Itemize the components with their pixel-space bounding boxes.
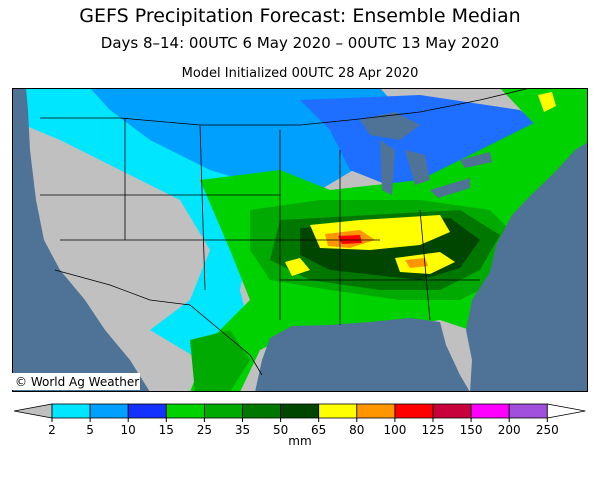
colorbar-tick-label: 65 (311, 423, 326, 437)
title: GEFS Precipitation Forecast: Ensemble Me… (79, 5, 520, 27)
colorbar-swatch (89, 403, 129, 419)
colorbar-over (546, 403, 586, 419)
colorbar-tick-label: 250 (536, 423, 559, 437)
colorbar-tick-label: 10 (121, 423, 136, 437)
colorbar-swatch (470, 403, 510, 419)
colorbar-tick-label: 25 (197, 423, 212, 437)
colorbar-swatch (432, 403, 472, 419)
colorbar-tick-label: 15 (159, 423, 174, 437)
colorbar-under (13, 403, 53, 419)
colorbar-swatch (508, 403, 548, 419)
colorbar-tick-label: 2 (48, 423, 56, 437)
colorbar-swatch (51, 403, 91, 419)
colorbar-tick-label: 80 (349, 423, 364, 437)
colorbar: 2 5 10 15 25 35 50 65 80 100 125 150 200 250 (13, 403, 586, 437)
initialized: Model Initialized 00UTC 28 Apr 2020 (182, 66, 419, 81)
credit: © World Ag Weather (15, 375, 139, 389)
colorbar-tick-label: 50 (273, 423, 288, 437)
colorbar-swatch (318, 403, 358, 419)
subtitle: Days 8–14: 00UTC 6 May 2020 – 00UTC 13 M… (101, 34, 499, 52)
colorbar-tick-label: 100 (383, 423, 406, 437)
colorbar-tick-label: 200 (498, 423, 521, 437)
colorbar-swatch (165, 403, 205, 419)
colorbar-tick-label: 125 (422, 423, 445, 437)
credit-box (12, 373, 140, 390)
colorbar-swatch (356, 403, 396, 419)
map (12, 88, 588, 392)
unit: mm (288, 434, 311, 448)
colorbar-swatch (242, 403, 281, 419)
colorbar-tick-label: 150 (460, 423, 483, 437)
colorbar-swatch (394, 403, 434, 419)
colorbar-swatch (127, 403, 167, 419)
colorbar-swatch (203, 403, 243, 419)
colorbar-tick-label: 35 (235, 423, 250, 437)
colorbar-tick-label: 5 (86, 423, 94, 437)
colorbar-swatch (280, 403, 320, 419)
